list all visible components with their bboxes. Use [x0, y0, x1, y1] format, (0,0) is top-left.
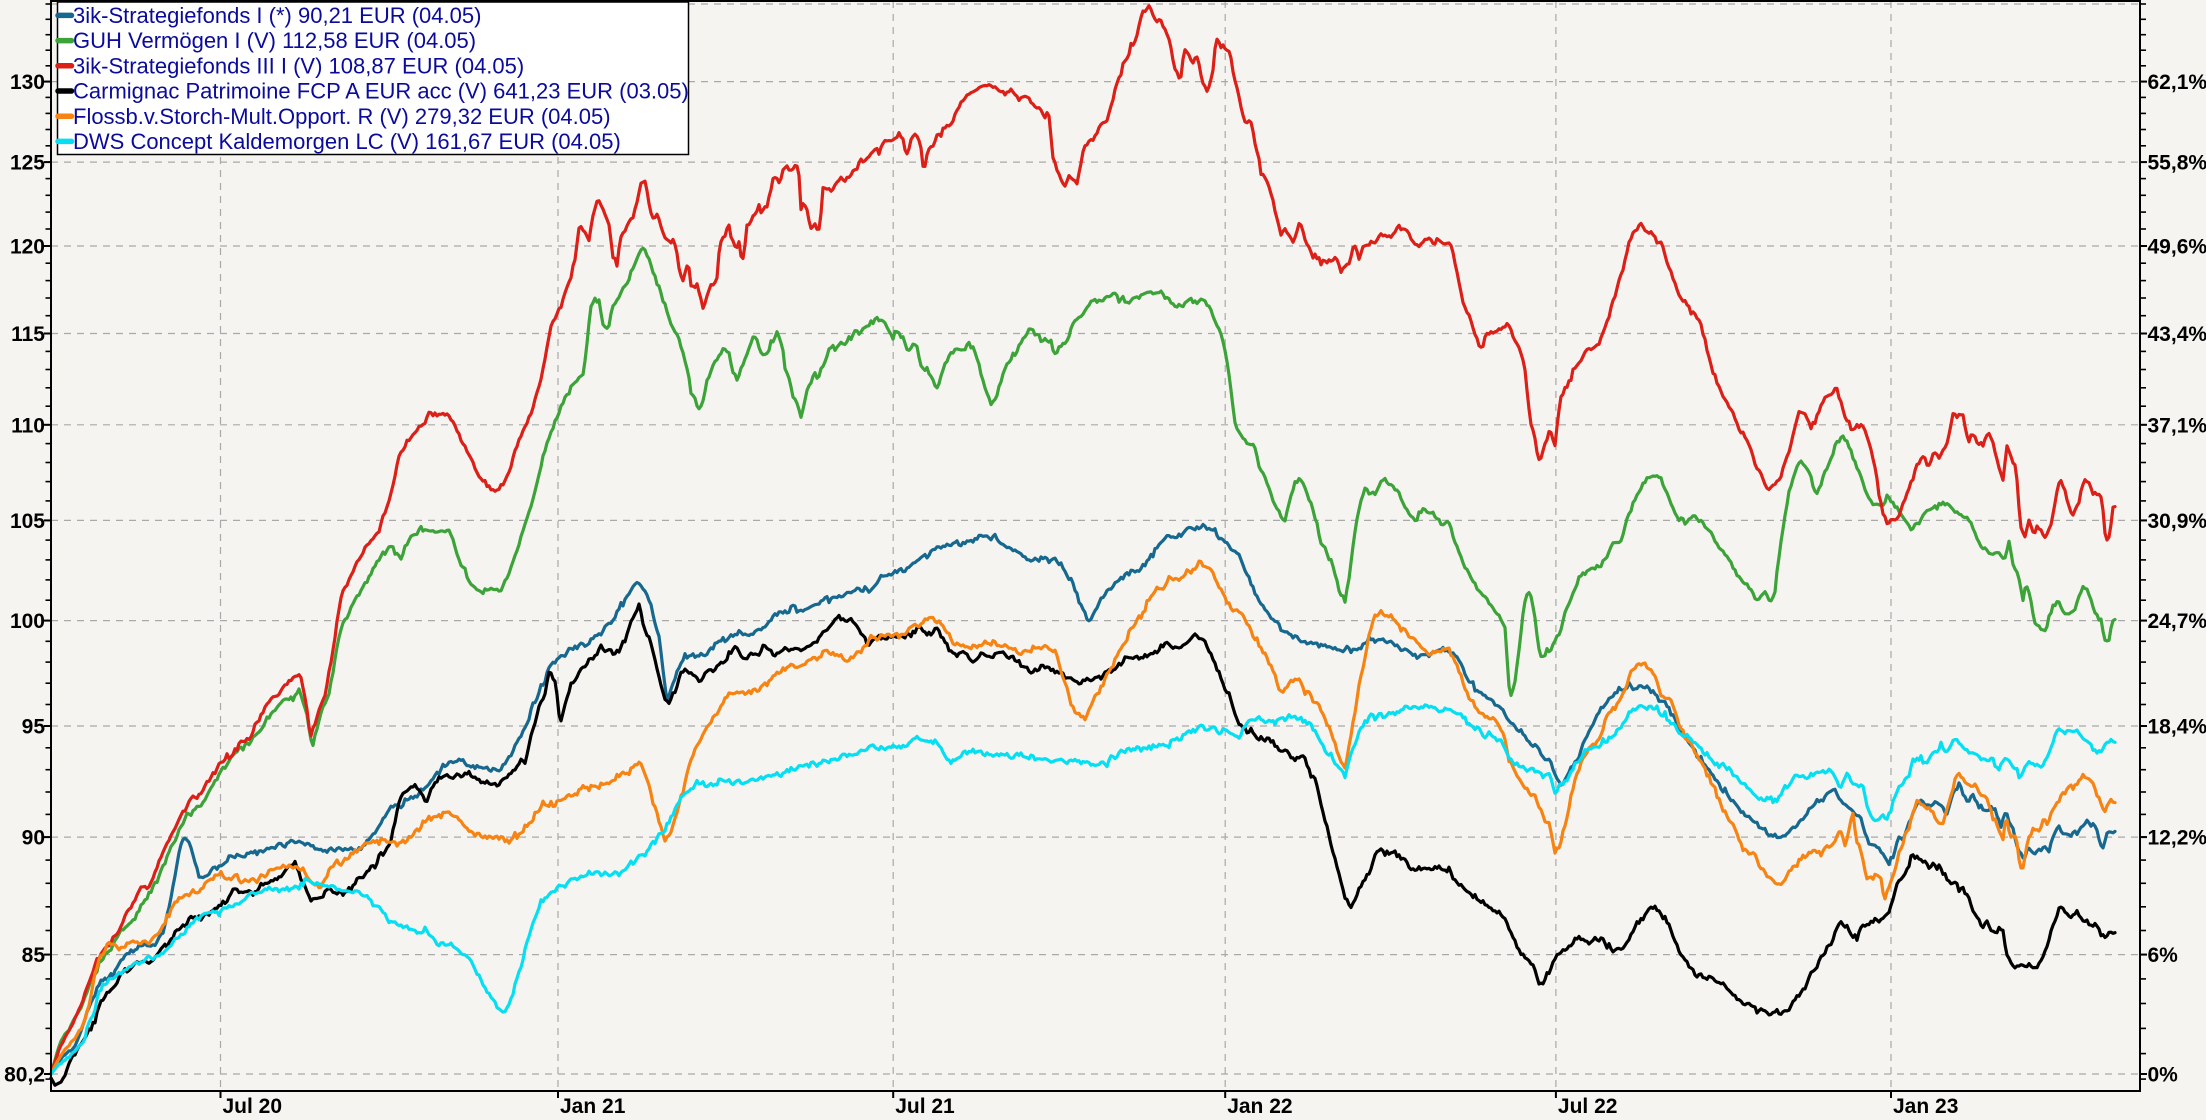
svg-text:Jan 23: Jan 23 — [1893, 1095, 1958, 1118]
svg-text:3ik-Strategiefonds III I (V) 1: 3ik-Strategiefonds III I (V) 108,87 EUR … — [73, 53, 524, 78]
svg-text:0%: 0% — [2148, 1064, 2179, 1087]
svg-text:6%: 6% — [2148, 944, 2179, 967]
svg-text:Jul 21: Jul 21 — [895, 1095, 955, 1118]
svg-text:Carmignac Patrimoine FCP A EUR: Carmignac Patrimoine FCP A EUR acc (V) 6… — [73, 79, 689, 104]
svg-text:Jul 20: Jul 20 — [223, 1095, 283, 1118]
svg-text:24,7%: 24,7% — [2148, 610, 2206, 633]
svg-text:100: 100 — [10, 610, 45, 633]
svg-text:55,8%: 55,8% — [2148, 152, 2206, 175]
svg-text:Jan 21: Jan 21 — [560, 1095, 626, 1118]
svg-text:125: 125 — [10, 152, 45, 175]
svg-text:80,2: 80,2 — [4, 1064, 45, 1087]
svg-text:49,6%: 49,6% — [2148, 236, 2206, 259]
svg-text:115: 115 — [11, 323, 45, 346]
svg-text:110: 110 — [11, 414, 45, 437]
svg-text:Jan 22: Jan 22 — [1227, 1095, 1292, 1118]
svg-text:3ik-Strategiefonds I (*) 90,21: 3ik-Strategiefonds I (*) 90,21 EUR (04.0… — [73, 3, 481, 28]
svg-text:85: 85 — [22, 944, 46, 967]
svg-text:Flossb.v.Storch-Mult.Opport. R: Flossb.v.Storch-Mult.Opport. R (V) 279,3… — [73, 104, 611, 129]
svg-text:43,4%: 43,4% — [2148, 323, 2206, 346]
svg-text:GUH Vermögen I (V) 112,58 EUR: GUH Vermögen I (V) 112,58 EUR (04.05) — [73, 28, 476, 53]
svg-text:18,4%: 18,4% — [2148, 716, 2206, 739]
svg-text:120: 120 — [10, 236, 45, 259]
svg-text:62,1%: 62,1% — [2148, 71, 2206, 94]
svg-text:12,2%: 12,2% — [2148, 827, 2206, 850]
svg-text:130: 130 — [10, 71, 45, 94]
svg-text:105: 105 — [10, 510, 45, 533]
svg-text:30,9%: 30,9% — [2148, 510, 2206, 533]
svg-text:90: 90 — [22, 827, 45, 850]
svg-text:95: 95 — [22, 716, 46, 739]
svg-text:37,1%: 37,1% — [2148, 414, 2206, 437]
svg-text:Jul 22: Jul 22 — [1558, 1095, 1618, 1118]
svg-text:DWS Concept Kaldemorgen LC (V): DWS Concept Kaldemorgen LC (V) 161,67 EU… — [73, 129, 621, 154]
